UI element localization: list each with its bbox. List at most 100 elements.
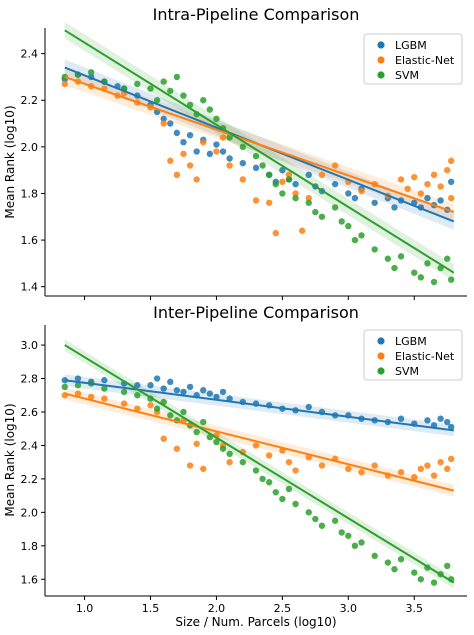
elastic-net-point [265, 199, 273, 206]
y-tick-label: 2.4 [21, 439, 39, 452]
legend-label: Elastic-Net [395, 350, 455, 363]
svm-point [226, 450, 233, 458]
elastic-net-point [219, 134, 227, 141]
legend-label: Elastic-Net [395, 54, 455, 67]
elastic-net-point [437, 458, 444, 466]
svm-point [417, 274, 425, 281]
svm-legend-marker [377, 71, 385, 79]
elastic-net-point [424, 462, 431, 469]
svm-point [180, 92, 187, 99]
elastic-net-point [200, 138, 207, 146]
y-tick-label: 1.6 [21, 234, 39, 247]
lgbm-point [397, 415, 405, 422]
svm-point [265, 171, 273, 179]
svm-point [358, 232, 365, 239]
svm-point [252, 467, 260, 474]
legend: LGBM Elastic-Net SVM [363, 33, 463, 85]
lgbm-point [193, 148, 200, 155]
lgbm-point [213, 393, 220, 401]
elastic-net-point [213, 148, 220, 155]
legend-label: SVM [395, 365, 419, 378]
elastic-net-point [397, 469, 405, 476]
svm-point [351, 542, 359, 550]
svm-point [318, 213, 326, 220]
svm-point [338, 218, 345, 225]
svm-point [180, 408, 187, 416]
elastic-net-point [397, 176, 405, 183]
svm-point [312, 208, 319, 216]
elastic-net-point [193, 440, 200, 447]
svm-point [279, 495, 286, 503]
elastic-net-point [358, 187, 365, 195]
elastic-net-point [226, 162, 233, 169]
x-tick-label: 1.5 [142, 602, 160, 615]
lgbm-point [351, 194, 359, 202]
svm-point [391, 264, 398, 272]
svm-point [318, 522, 326, 529]
elastic-net-point [252, 197, 260, 204]
lgbm-point [160, 115, 167, 123]
lgbm-point [279, 166, 286, 174]
elastic-net-point [186, 462, 194, 469]
svm-point [391, 566, 398, 573]
elastic-net-point [417, 190, 425, 197]
svm-point [417, 576, 425, 583]
lgbm-point [226, 155, 233, 162]
svm-point [74, 382, 82, 389]
elastic-net-point [331, 162, 339, 169]
y-tick-label: 2.2 [21, 94, 39, 107]
lgbm-point [101, 377, 108, 384]
elastic-net-point [147, 402, 154, 409]
lgbm-point [213, 141, 220, 148]
elastic-net-point [252, 442, 260, 449]
elastic-net-point [180, 150, 187, 158]
plot-area [61, 339, 455, 589]
plot-area [61, 22, 455, 286]
lgbm-point [447, 423, 455, 431]
elastic-net-point [61, 80, 68, 88]
lgbm-point [219, 148, 227, 155]
svm-point [272, 180, 279, 188]
elastic-net-point [444, 465, 451, 473]
x-tick-label: 3.5 [406, 602, 424, 615]
elastic-net-point [285, 171, 293, 179]
y-tick-label: 2.6 [21, 406, 39, 419]
svm-point [101, 385, 108, 392]
svm-point [345, 532, 352, 539]
elastic-net-point [404, 185, 411, 192]
elastic-net-point [411, 474, 418, 481]
lgbm-point [200, 387, 207, 394]
y-tick-label: 2.8 [21, 373, 39, 386]
lgbm-point [226, 395, 233, 402]
lgbm-point [180, 138, 187, 146]
svm-point [371, 246, 378, 253]
svm-point [134, 80, 141, 88]
lgbm-point [153, 375, 161, 382]
svm-point [345, 222, 352, 230]
svm-point [285, 485, 293, 493]
svm-regression-line [64, 29, 455, 274]
elastic-net-point [61, 392, 68, 399]
elastic-net-point [193, 176, 200, 183]
elastic-net-point [411, 173, 418, 181]
elastic-net-point [101, 395, 108, 402]
x-axis-label: Size / Num. Parcels (log10) [175, 615, 336, 629]
elastic-net-point [444, 166, 451, 174]
legend-box [363, 329, 463, 381]
svm-point [397, 253, 405, 260]
lgbm-point [391, 204, 398, 211]
svm-point [200, 418, 207, 426]
svm-point [351, 236, 359, 244]
elastic-net-point [437, 183, 444, 190]
svm-point [239, 143, 247, 151]
elastic-net-regression-line [64, 75, 455, 214]
svm-point [167, 412, 174, 419]
elastic-net-legend-marker [377, 56, 385, 64]
elastic-net-point [318, 462, 326, 469]
svm-point [305, 199, 312, 206]
svm-point [424, 260, 431, 267]
svm-point [331, 517, 339, 524]
svm-point [397, 555, 405, 563]
svm-point [371, 552, 378, 560]
